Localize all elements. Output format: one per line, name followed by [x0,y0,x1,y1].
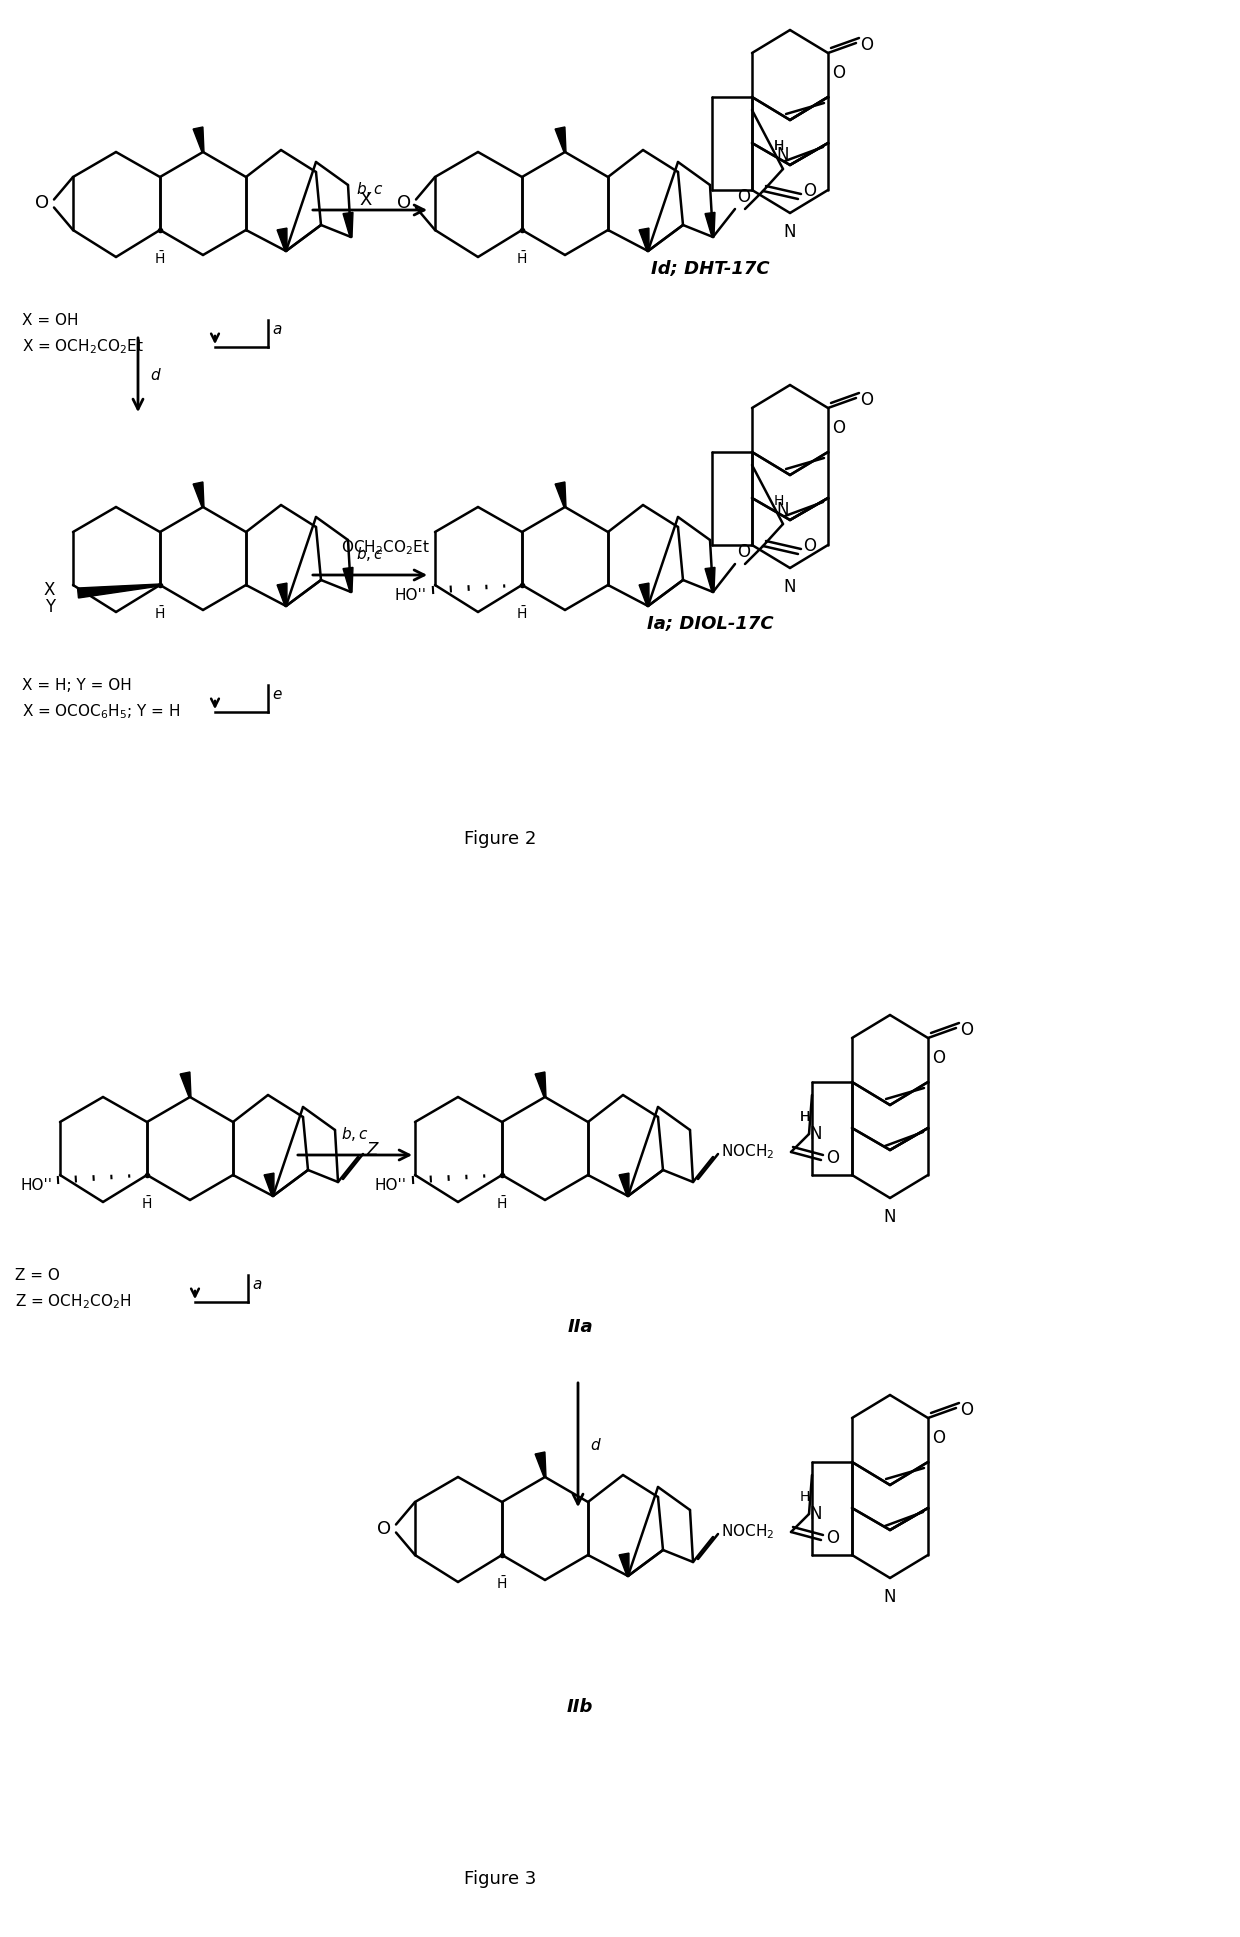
Text: O: O [377,1519,391,1538]
Polygon shape [556,128,565,153]
Polygon shape [639,583,649,606]
Text: N: N [884,1209,897,1226]
Text: O: O [832,64,844,81]
Text: O: O [804,182,816,200]
Text: N: N [784,577,796,597]
Text: H: H [800,1490,810,1503]
Text: $\bar{\mathrm{H}}$: $\bar{\mathrm{H}}$ [517,604,527,622]
Text: Figure 3: Figure 3 [464,1869,536,1889]
Text: X = H; Y = OH: X = H; Y = OH [22,678,131,693]
Text: $a$: $a$ [252,1276,263,1292]
Polygon shape [706,568,715,593]
Text: $\bar{\mathrm{H}}$: $\bar{\mathrm{H}}$ [141,1195,153,1213]
Text: X = OCOC$_6$H$_5$; Y = H: X = OCOC$_6$H$_5$; Y = H [22,701,180,721]
Polygon shape [619,1553,629,1577]
Text: N: N [784,223,796,240]
Text: IIa: IIa [567,1317,593,1337]
Text: Id; DHT-17C: Id; DHT-17C [651,260,769,279]
Polygon shape [78,583,160,599]
Text: Figure 2: Figure 2 [464,829,536,848]
Text: IIb: IIb [567,1699,593,1716]
Text: HO'': HO'' [20,1178,52,1193]
Text: O: O [932,1050,945,1067]
Text: O: O [826,1149,839,1166]
Polygon shape [180,1071,191,1096]
Text: N: N [808,1505,821,1522]
Polygon shape [536,1071,546,1096]
Text: O: O [960,1400,973,1420]
Polygon shape [343,213,353,236]
Polygon shape [193,482,203,507]
Text: H: H [800,1110,810,1123]
Polygon shape [343,568,353,593]
Text: O: O [397,194,410,213]
Text: H: H [800,1110,810,1123]
Text: H: H [774,139,784,153]
Text: Z = OCH$_2$CO$_2$H: Z = OCH$_2$CO$_2$H [15,1292,131,1311]
Text: NOCH$_2$: NOCH$_2$ [720,1522,774,1542]
Text: $b,c$: $b,c$ [341,1125,368,1143]
Polygon shape [536,1453,546,1478]
Text: $\bar{\mathrm{H}}$: $\bar{\mathrm{H}}$ [517,250,527,267]
Text: N: N [884,1588,897,1606]
Text: O: O [861,391,873,409]
Text: O: O [804,537,816,556]
Text: Ia; DIOL-17C: Ia; DIOL-17C [647,616,774,633]
Text: O: O [832,418,844,438]
Text: O: O [737,542,750,562]
Text: $a$: $a$ [272,322,283,337]
Text: $d$: $d$ [150,366,161,384]
Text: N: N [808,1125,821,1143]
Text: Y: Y [45,599,55,616]
Text: $b,c$: $b,c$ [356,544,384,564]
Text: $d$: $d$ [590,1437,601,1453]
Text: $\bar{\mathrm{H}}$: $\bar{\mathrm{H}}$ [496,1575,507,1592]
Polygon shape [277,583,286,606]
Text: X = OH: X = OH [22,314,78,327]
Text: O: O [737,188,750,205]
Text: O: O [826,1528,839,1548]
Text: NOCH$_2$: NOCH$_2$ [720,1143,774,1162]
Polygon shape [264,1174,274,1197]
Text: OCH$_2$CO$_2$Et: OCH$_2$CO$_2$Et [341,538,430,558]
Text: X = OCH$_2$CO$_2$Et: X = OCH$_2$CO$_2$Et [22,337,144,356]
Text: $e$: $e$ [272,688,283,701]
Text: H: H [774,494,784,507]
Text: HO'': HO'' [396,587,427,602]
Text: X: X [360,192,371,209]
Text: $b,c$: $b,c$ [356,180,384,198]
Text: O: O [960,1021,973,1038]
Polygon shape [277,229,286,252]
Polygon shape [556,482,565,507]
Polygon shape [706,213,715,236]
Text: N: N [776,502,789,519]
Text: HO'': HO'' [374,1178,407,1193]
Polygon shape [619,1174,629,1197]
Text: $\bar{\mathrm{H}}$: $\bar{\mathrm{H}}$ [496,1195,507,1213]
Text: X: X [43,581,55,599]
Text: O: O [861,37,873,54]
Text: $\bar{\mathrm{H}}$: $\bar{\mathrm{H}}$ [155,604,165,622]
Text: Z = O: Z = O [15,1269,60,1282]
Text: H: H [774,139,784,153]
Polygon shape [193,128,203,153]
Polygon shape [639,229,649,252]
Text: $\bar{\mathrm{H}}$: $\bar{\mathrm{H}}$ [155,250,165,267]
Text: N: N [776,145,789,165]
Text: Z: Z [366,1141,377,1158]
Text: O: O [35,194,50,213]
Text: O: O [932,1430,945,1447]
